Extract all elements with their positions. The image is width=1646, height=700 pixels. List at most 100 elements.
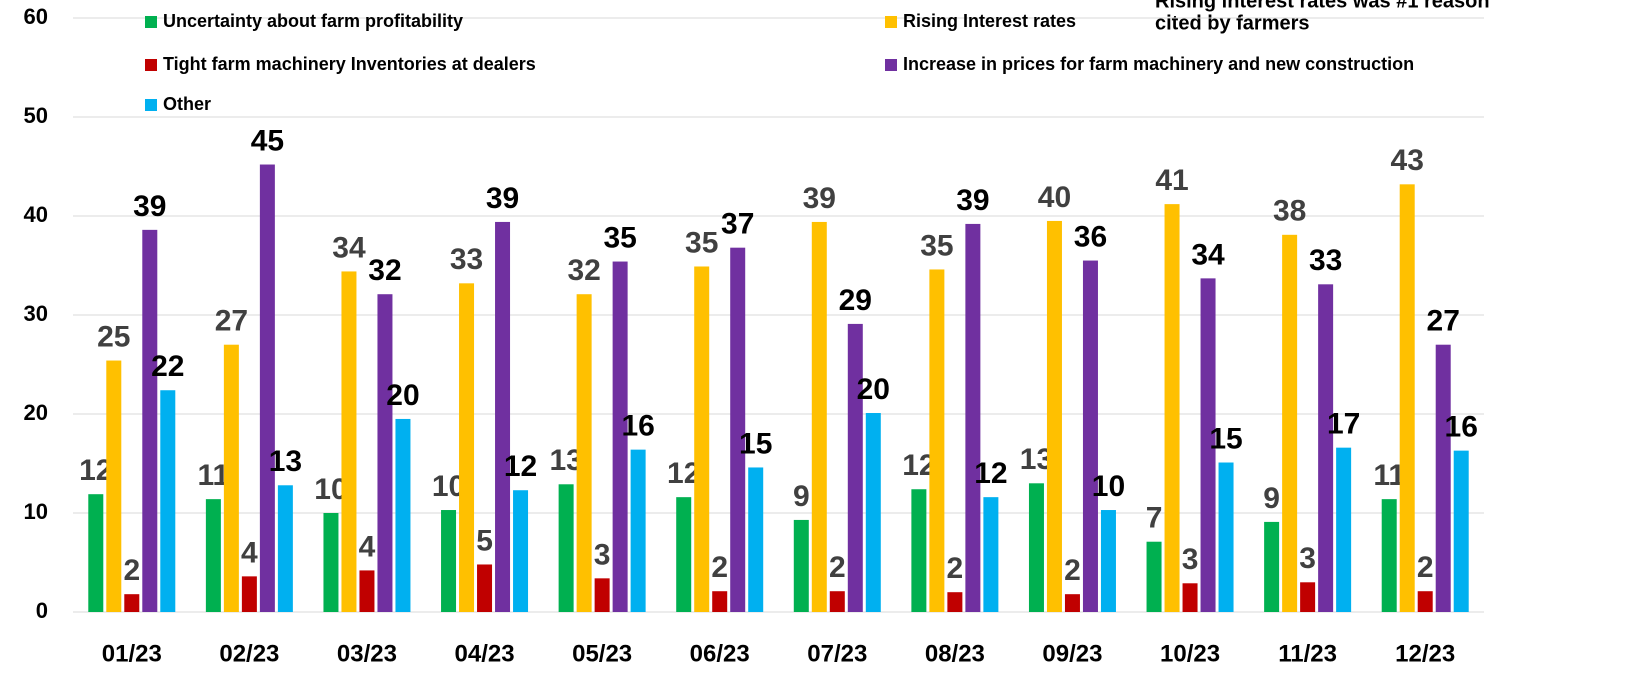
bar (459, 283, 474, 612)
bar (395, 419, 410, 612)
legend-label: Increase in prices for farm machinery an… (903, 54, 1414, 74)
bar (848, 324, 863, 612)
bar (495, 222, 510, 612)
value-label: 15 (739, 427, 772, 460)
x-tick-label: 11/23 (1278, 640, 1337, 667)
bar (88, 494, 103, 612)
value-label: 4 (359, 530, 376, 563)
value-label: 39 (486, 182, 519, 215)
value-label: 35 (685, 226, 718, 259)
bar (1418, 591, 1433, 612)
x-tick-label: 04/23 (455, 640, 515, 667)
value-label: 3 (1182, 543, 1199, 576)
chart: Rising interest rates was #1 reason cite… (0, 0, 1646, 700)
bar (1083, 261, 1098, 612)
x-tick-label: 02/23 (219, 640, 279, 667)
legend-label: Uncertainty about farm profitability (163, 11, 463, 31)
value-label: 29 (839, 284, 872, 317)
value-label: 39 (803, 182, 836, 215)
bar (595, 578, 610, 612)
bar (794, 520, 809, 612)
bar (929, 269, 944, 612)
value-label: 35 (603, 221, 636, 254)
bar (748, 467, 763, 612)
bar (224, 345, 239, 612)
bar (441, 510, 456, 612)
bar (947, 592, 962, 612)
x-tick-label: 08/23 (925, 640, 985, 667)
value-label: 2 (711, 551, 728, 584)
bar (242, 576, 257, 612)
legend-label: Other (163, 94, 211, 114)
value-label: 33 (450, 243, 483, 276)
value-label: 27 (1427, 305, 1460, 338)
value-label: 2 (829, 551, 846, 584)
bar (965, 224, 980, 612)
value-label: 41 (1155, 164, 1188, 197)
y-tick-label: 10 (24, 499, 48, 524)
bar (323, 513, 338, 612)
legend-label: Rising Interest rates (903, 11, 1076, 31)
legend-swatch (145, 59, 157, 71)
bar (1219, 463, 1234, 612)
bar (1382, 499, 1397, 612)
value-label: 16 (621, 410, 654, 443)
annotation: Rising interest rates was #1 reason (1155, 0, 1490, 12)
bar (1282, 235, 1297, 612)
bar (1400, 184, 1415, 612)
x-tick-label: 05/23 (572, 640, 632, 667)
bar (1065, 594, 1080, 612)
x-tick-label: 12/23 (1395, 640, 1455, 667)
value-label: 32 (567, 254, 600, 287)
value-label: 17 (1327, 408, 1360, 441)
value-label: 36 (1074, 220, 1107, 253)
bar (577, 294, 592, 612)
bar (1336, 448, 1351, 612)
bar (631, 450, 646, 612)
bar (377, 294, 392, 612)
bar (559, 484, 574, 612)
value-label: 40 (1038, 181, 1071, 214)
bar (513, 490, 528, 612)
value-label: 5 (476, 524, 493, 557)
value-label: 16 (1445, 411, 1478, 444)
value-label: 9 (793, 480, 810, 513)
bar (712, 591, 727, 612)
bar (1264, 522, 1279, 612)
bar (1300, 582, 1315, 612)
bar (1318, 284, 1333, 612)
value-label: 39 (133, 190, 166, 223)
bar (260, 165, 275, 612)
bar (206, 499, 221, 612)
bar (1047, 221, 1062, 612)
x-tick-label: 09/23 (1042, 640, 1102, 667)
bar (124, 594, 139, 612)
x-tick-label: 01/23 (102, 640, 162, 667)
bar (359, 570, 374, 612)
legend-swatch (885, 16, 897, 28)
bar (1165, 204, 1180, 612)
bar (477, 564, 492, 612)
value-label: 3 (594, 538, 611, 571)
value-label: 2 (1064, 554, 1081, 587)
bar (1183, 583, 1198, 612)
bar (106, 361, 121, 612)
x-tick-label: 07/23 (807, 640, 867, 667)
value-label: 37 (721, 208, 754, 241)
value-label: 12 (504, 450, 537, 483)
x-tick-label: 10/23 (1160, 640, 1220, 667)
value-label: 3 (1299, 542, 1316, 575)
value-label: 9 (1263, 482, 1280, 515)
bar (1029, 483, 1044, 612)
legend-swatch (145, 99, 157, 111)
value-label: 34 (1191, 238, 1225, 271)
value-label: 20 (386, 379, 419, 412)
bar (812, 222, 827, 612)
value-label: 25 (97, 320, 130, 353)
y-tick-label: 50 (24, 103, 48, 128)
value-label: 2 (947, 552, 964, 585)
bar (341, 271, 356, 612)
bar (278, 485, 293, 612)
value-label: 32 (368, 254, 401, 287)
bar (694, 266, 709, 612)
